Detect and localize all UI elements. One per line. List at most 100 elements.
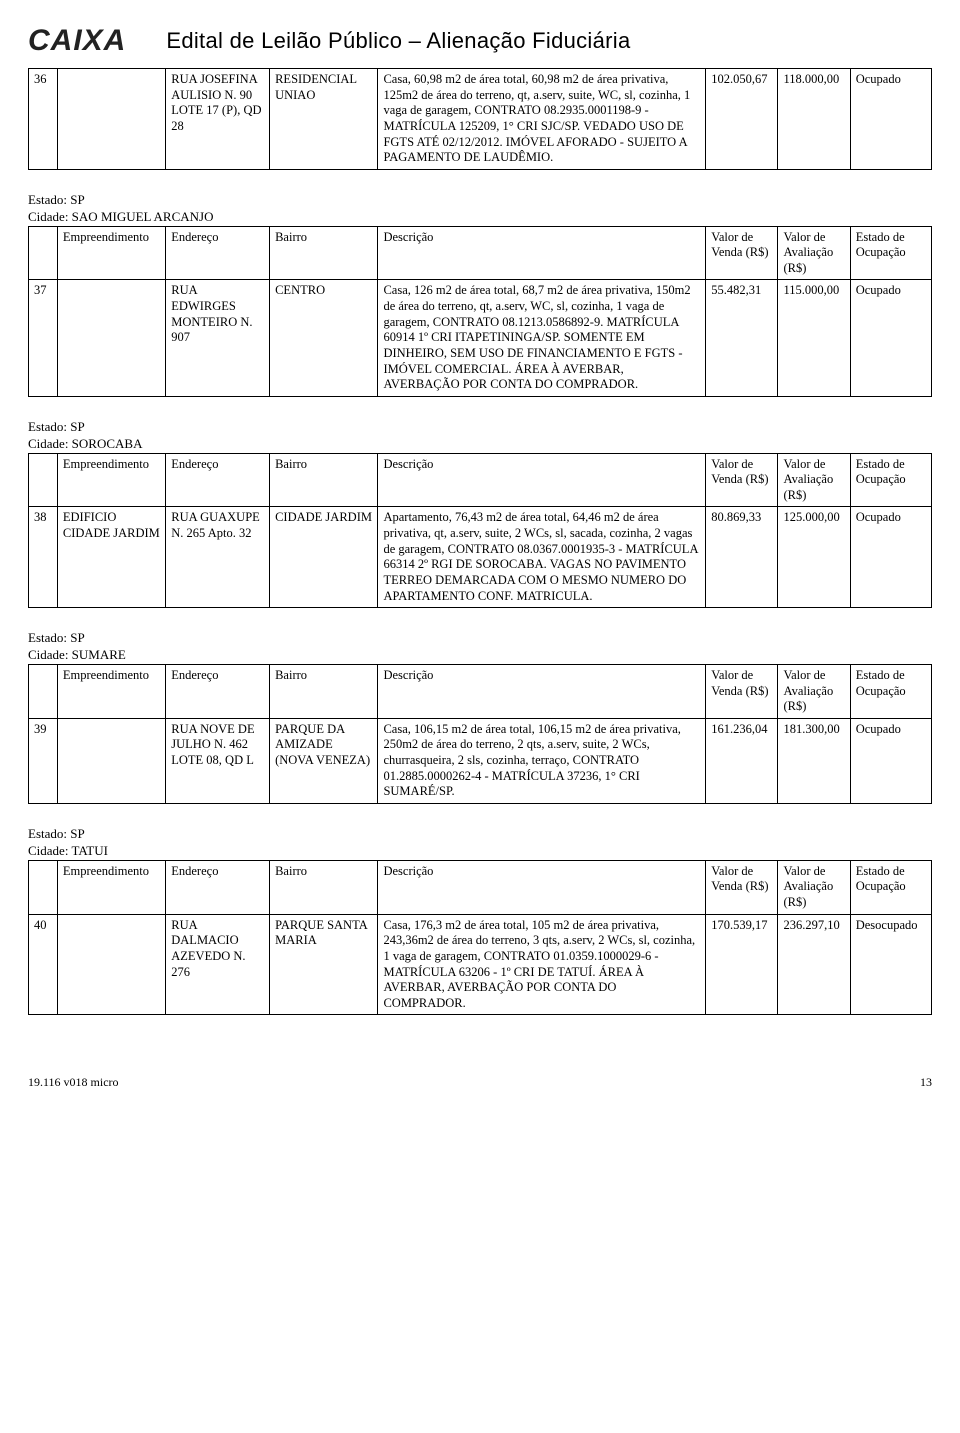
cell-valor-avaliacao: 118.000,00: [778, 69, 850, 170]
header-endereco: Endereço: [166, 453, 270, 507]
table-row: 40 RUA DALMACIO AZEVEDO N. 276PARQUE SANT…: [29, 914, 932, 1015]
cell-descricao: Casa, 176,3 m2 de área total, 105 m2 de …: [378, 914, 706, 1015]
table-header-row: EmpreendimentoEndereçoBairroDescriçãoVal…: [29, 453, 932, 507]
header-descricao: Descrição: [378, 664, 706, 718]
cell-estado-ocupacao: Desocupado: [850, 914, 931, 1015]
cell-endereco: RUA GUAXUPE N. 265 Apto. 32: [166, 507, 270, 608]
header-estado-ocupacao: Estado de Ocupação: [850, 860, 931, 914]
cell-id: 40: [29, 914, 58, 1015]
header-endereco: Endereço: [166, 226, 270, 280]
cell-bairro: RESIDENCIAL UNIAO: [270, 69, 378, 170]
header-empreendimento: Empreendimento: [57, 453, 165, 507]
estado-line: Estado: SP: [28, 192, 932, 209]
cell-descricao: Casa, 126 m2 de área total, 68,7 m2 de á…: [378, 280, 706, 396]
cell-empreendimento: EDIFICIO CIDADE JARDIM: [57, 507, 165, 608]
table-row: 39 RUA NOVE DE JULHO N. 462 LOTE 08, QD L…: [29, 718, 932, 803]
table-header-row: EmpreendimentoEndereçoBairroDescriçãoVal…: [29, 860, 932, 914]
cidade-line: Cidade: SUMARE: [28, 647, 932, 664]
cell-empreendimento: [57, 69, 165, 170]
header-valor-avaliacao: Valor de Avaliação (R$): [778, 453, 850, 507]
table-row: 36 RUA JOSEFINA AULISIO N. 90 LOTE 17 (P…: [29, 69, 932, 170]
header-valor-venda: Valor de Venda (R$): [706, 664, 778, 718]
header-bairro: Bairro: [270, 860, 378, 914]
header-empreendimento: Empreendimento: [57, 664, 165, 718]
header-endereco: Endereço: [166, 860, 270, 914]
header-descricao: Descrição: [378, 226, 706, 280]
sections-container: Estado: SPCidade: SAO MIGUEL ARCANJOEmpr…: [28, 192, 932, 1016]
table-header-row: EmpreendimentoEndereçoBairroDescriçãoVal…: [29, 226, 932, 280]
cidade-line: Cidade: SAO MIGUEL ARCANJO: [28, 209, 932, 226]
footer-right: 13: [920, 1075, 932, 1090]
logo: CAIXA: [28, 24, 126, 58]
header-valor-avaliacao: Valor de Avaliação (R$): [778, 664, 850, 718]
listing-table: EmpreendimentoEndereçoBairroDescriçãoVal…: [28, 664, 932, 804]
table-row: 38EDIFICIO CIDADE JARDIMRUA GUAXUPE N. 2…: [29, 507, 932, 608]
header-valor-avaliacao: Valor de Avaliação (R$): [778, 860, 850, 914]
header-empreendimento: Empreendimento: [57, 860, 165, 914]
cell-bairro: PARQUE DA AMIZADE (NOVA VENEZA): [270, 718, 378, 803]
cell-valor-venda: 80.869,33: [706, 507, 778, 608]
header-empreendimento: Empreendimento: [57, 226, 165, 280]
cell-valor-venda: 55.482,31: [706, 280, 778, 396]
page-footer: 19.116 v018 micro 13: [28, 1075, 932, 1090]
cell-descricao: Casa, 106,15 m2 de área total, 106,15 m2…: [378, 718, 706, 803]
header-estado-ocupacao: Estado de Ocupação: [850, 664, 931, 718]
cell-estado-ocupacao: Ocupado: [850, 69, 931, 170]
page-header: CAIXA Edital de Leilão Público – Alienaç…: [28, 24, 932, 58]
section-block: Estado: SPCidade: TATUIEmpreendimentoEnd…: [28, 826, 932, 1015]
section-block: Estado: SPCidade: SAO MIGUEL ARCANJOEmpr…: [28, 192, 932, 397]
cell-estado-ocupacao: Ocupado: [850, 718, 931, 803]
cell-bairro: CENTRO: [270, 280, 378, 396]
cell-bairro: CIDADE JARDIM: [270, 507, 378, 608]
header-bairro: Bairro: [270, 453, 378, 507]
estado-line: Estado: SP: [28, 630, 932, 647]
cell-valor-avaliacao: 115.000,00: [778, 280, 850, 396]
cell-endereco: RUA JOSEFINA AULISIO N. 90 LOTE 17 (P), …: [166, 69, 270, 170]
cell-bairro: PARQUE SANTA MARIA: [270, 914, 378, 1015]
cell-estado-ocupacao: Ocupado: [850, 507, 931, 608]
cell-valor-venda: 161.236,04: [706, 718, 778, 803]
page-title: Edital de Leilão Público – Alienação Fid…: [166, 28, 630, 54]
cell-empreendimento: [57, 718, 165, 803]
cell-id: 39: [29, 718, 58, 803]
cell-descricao: Apartamento, 76,43 m2 de área total, 64,…: [378, 507, 706, 608]
cell-empreendimento: [57, 280, 165, 396]
header-blank: [29, 226, 58, 280]
header-valor-venda: Valor de Venda (R$): [706, 860, 778, 914]
header-estado-ocupacao: Estado de Ocupação: [850, 226, 931, 280]
cell-descricao: Casa, 60,98 m2 de área total, 60,98 m2 d…: [378, 69, 706, 170]
footer-left: 19.116 v018 micro: [28, 1075, 119, 1090]
table-header-row: EmpreendimentoEndereçoBairroDescriçãoVal…: [29, 664, 932, 718]
cell-endereco: RUA DALMACIO AZEVEDO N. 276: [166, 914, 270, 1015]
header-endereco: Endereço: [166, 664, 270, 718]
header-blank: [29, 664, 58, 718]
cell-valor-avaliacao: 236.297,10: [778, 914, 850, 1015]
section-block: Estado: SPCidade: SOROCABAEmpreendimento…: [28, 419, 932, 608]
header-valor-venda: Valor de Venda (R$): [706, 453, 778, 507]
estado-line: Estado: SP: [28, 419, 932, 436]
cell-valor-avaliacao: 181.300,00: [778, 718, 850, 803]
header-descricao: Descrição: [378, 453, 706, 507]
cell-id: 36: [29, 69, 58, 170]
cell-estado-ocupacao: Ocupado: [850, 280, 931, 396]
estado-line: Estado: SP: [28, 826, 932, 843]
cell-valor-venda: 170.539,17: [706, 914, 778, 1015]
header-valor-venda: Valor de Venda (R$): [706, 226, 778, 280]
cell-valor-avaliacao: 125.000,00: [778, 507, 850, 608]
table-row: 37RUA EDWIRGES MONTEIRO N. 907CENTROCasa…: [29, 280, 932, 396]
listing-table: EmpreendimentoEndereçoBairroDescriçãoVal…: [28, 226, 932, 397]
section-block: Estado: SPCidade: SUMAREEmpreendimentoEn…: [28, 630, 932, 804]
header-bairro: Bairro: [270, 226, 378, 280]
listing-table: EmpreendimentoEndereçoBairroDescriçãoVal…: [28, 860, 932, 1016]
header-bairro: Bairro: [270, 664, 378, 718]
listing-table: EmpreendimentoEndereçoBairroDescriçãoVal…: [28, 453, 932, 609]
cell-id: 38: [29, 507, 58, 608]
header-descricao: Descrição: [378, 860, 706, 914]
header-valor-avaliacao: Valor de Avaliação (R$): [778, 226, 850, 280]
cidade-line: Cidade: SOROCABA: [28, 436, 932, 453]
cell-empreendimento: [57, 914, 165, 1015]
header-blank: [29, 860, 58, 914]
cell-valor-venda: 102.050,67: [706, 69, 778, 170]
cell-id: 37: [29, 280, 58, 396]
cell-endereco: RUA NOVE DE JULHO N. 462 LOTE 08, QD L: [166, 718, 270, 803]
